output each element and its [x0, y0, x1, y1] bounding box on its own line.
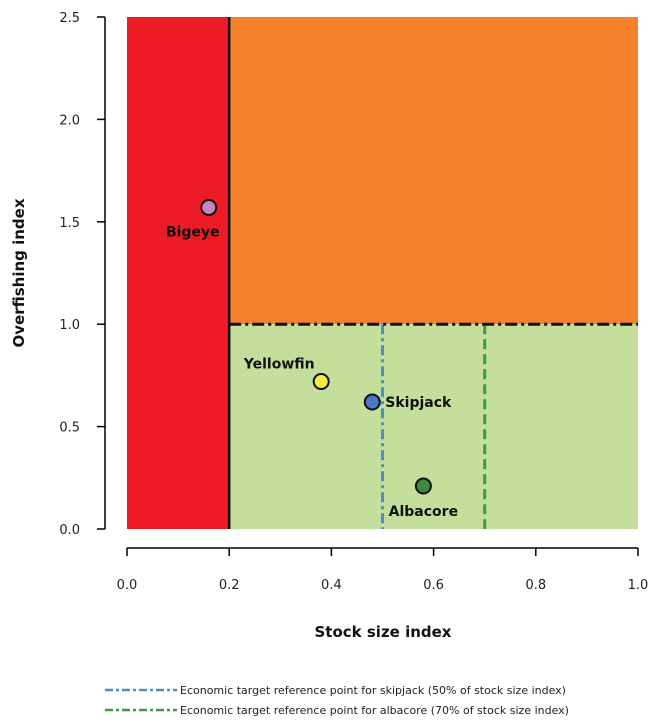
y-tick-label: 1.5: [59, 216, 80, 231]
legend-entry: Economic target reference point for skip…: [180, 684, 566, 697]
overfishing-region: [229, 17, 638, 325]
point-label: Skipjack: [385, 395, 452, 411]
y-tick-label: 0.5: [59, 421, 80, 436]
x-tick-label: 0.4: [321, 578, 342, 593]
y-tick-label: 0.0: [59, 523, 80, 538]
point-label: Albacore: [389, 504, 458, 520]
y-tick-label: 1.0: [59, 318, 80, 333]
data-points: Bigeye Yellowfin Skipjack Albacore: [166, 198, 458, 520]
x-axis-title: Stock size index: [315, 623, 452, 641]
legend: Economic target reference point for skip…: [105, 684, 569, 717]
point-marker: [363, 393, 381, 411]
legend-entry: Economic target reference point for alba…: [180, 704, 569, 717]
axes: 0.0 0.2 0.4 0.6 0.8 1.0 0.0 0.5 1.0 1.5 2.0 2.5: [59, 11, 648, 593]
y-axis-title: Overfishing index: [10, 198, 28, 347]
point-label: Yellowfin: [243, 357, 315, 373]
y-tick-label: 2.5: [59, 11, 80, 26]
x-tick-label: 0.2: [219, 578, 240, 593]
point-label: Bigeye: [166, 224, 220, 240]
reference-lines: [227, 17, 638, 529]
point-marker: [312, 373, 330, 391]
overfished-region: [127, 17, 230, 529]
x-tick-label: 0.0: [117, 578, 138, 593]
x-tick-label: 1.0: [628, 578, 649, 593]
x-tick-label: 0.8: [525, 578, 546, 593]
status-regions: [127, 17, 638, 529]
y-tick-label: 2.0: [59, 113, 80, 128]
point-marker: [414, 477, 432, 495]
point-marker: [200, 198, 218, 216]
x-tick-label: 0.6: [423, 578, 444, 593]
healthy-region: [229, 324, 638, 529]
